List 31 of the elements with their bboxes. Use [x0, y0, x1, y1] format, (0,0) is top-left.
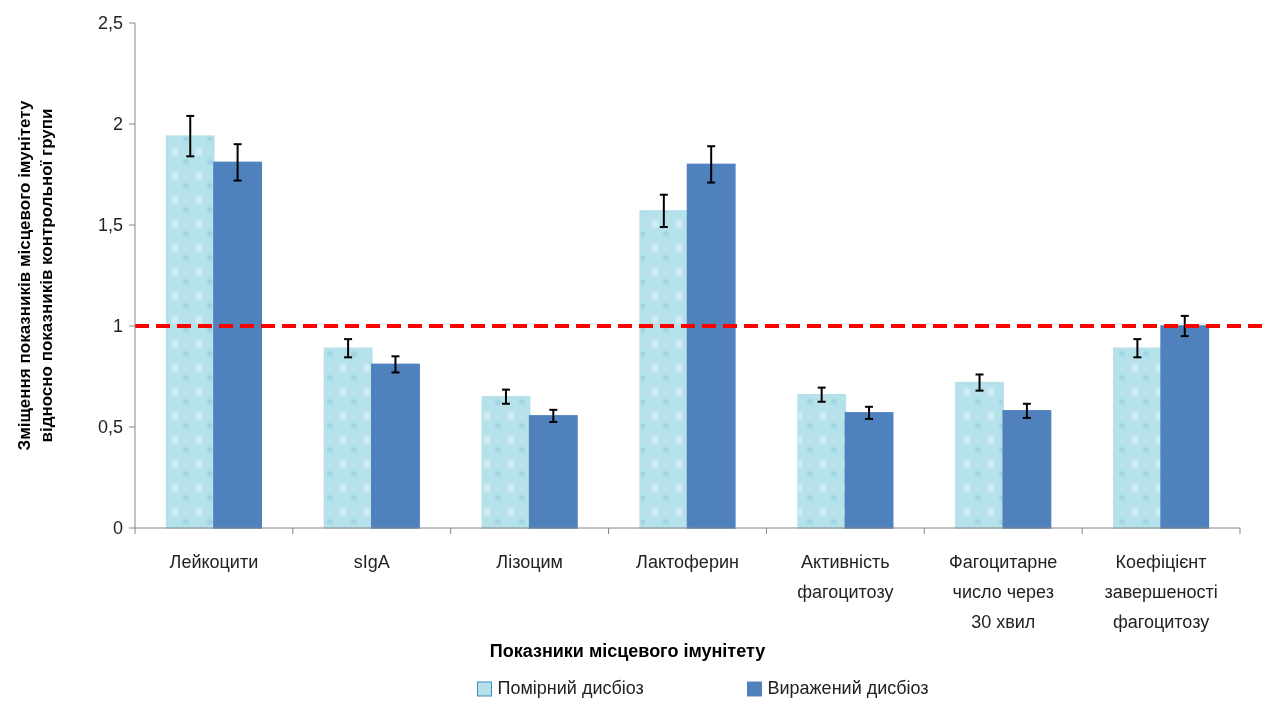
- x-tick-label: Активність фагоцитозу: [797, 552, 894, 602]
- x-axis-title: Показники місцевого імунітету: [489, 641, 766, 661]
- bar: [1002, 410, 1052, 529]
- x-tick-label: Фагоцитарне число через 30 хвил: [949, 552, 1058, 632]
- x-tick-label: Лейкоцити: [169, 552, 259, 572]
- bar: [955, 381, 1004, 529]
- bar: [165, 135, 215, 529]
- legend-label: Виражений дисбіоз: [767, 678, 929, 698]
- x-tick-label: Лактоферин: [636, 552, 739, 572]
- bar: [371, 363, 420, 529]
- x-tick-label: Лізоцим: [496, 552, 563, 572]
- x-tick-label: Коефіцієнт завершеності фагоцитозу: [1104, 552, 1218, 632]
- bar: [481, 395, 531, 529]
- bar: [213, 161, 263, 529]
- bar: [686, 163, 736, 529]
- y-tick-label: 0: [112, 518, 123, 539]
- bar: [797, 393, 847, 529]
- legend-label: Помірний дисбіоз: [497, 678, 644, 698]
- y-tick-label: 0,5: [97, 417, 123, 438]
- y-tick-label: 2,5: [97, 13, 123, 34]
- bar: [639, 210, 689, 529]
- y-tick-label: 1,5: [97, 215, 123, 236]
- y-tick-label: 2: [112, 114, 123, 135]
- bar: [1160, 325, 1210, 529]
- y-axis-title: Зміщення показників місцевого імунітету відносно показників контрольної групи: [15, 100, 56, 451]
- bar: [1112, 347, 1162, 529]
- bar: [323, 347, 373, 529]
- bar: [844, 412, 894, 529]
- y-tick-label: 1: [112, 316, 123, 337]
- bar: [528, 415, 578, 529]
- x-tick-label: sIgA: [353, 552, 390, 572]
